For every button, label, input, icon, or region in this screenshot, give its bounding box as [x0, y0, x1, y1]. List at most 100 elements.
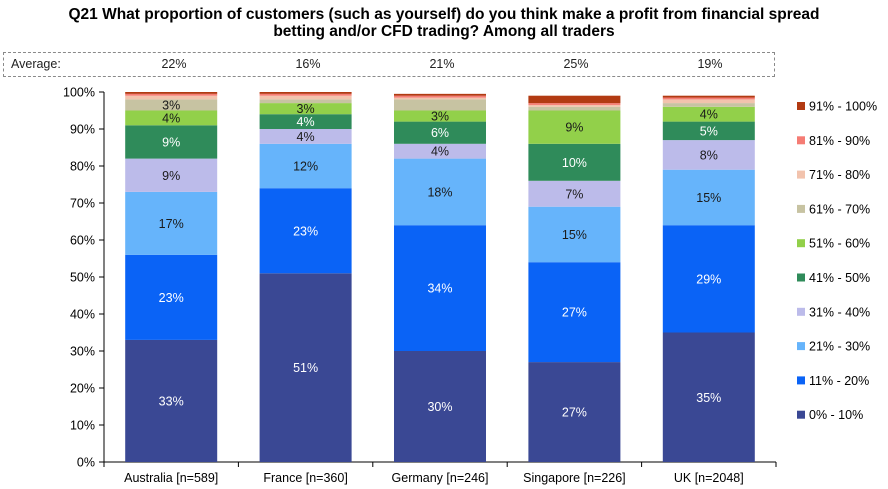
data-label: 23%: [293, 224, 318, 238]
legend-swatch: [797, 204, 805, 213]
bar-segment: [125, 191, 218, 255]
data-label: 10%: [562, 156, 587, 170]
data-label: 9%: [162, 169, 180, 183]
bar-segment: [394, 351, 486, 462]
bar-segment: [528, 362, 621, 462]
bar-segment: [394, 110, 486, 122]
bar-segment: [394, 121, 486, 144]
data-label: 9%: [565, 121, 583, 135]
bar-segment: [125, 339, 218, 462]
average-value-australia: 22%: [161, 57, 187, 71]
bar-segment: [528, 180, 621, 207]
bar-segment: [528, 262, 621, 363]
bar-segment: [528, 110, 621, 144]
legend-label: 61% - 70%: [809, 202, 870, 216]
y-tick-label: 90%: [70, 123, 95, 137]
data-label: 4%: [297, 115, 315, 129]
legend-swatch: [797, 102, 805, 110]
x-category-label: Australia [n=589]: [124, 471, 218, 485]
bar-segment: [125, 110, 218, 126]
bar-segment: [394, 95, 486, 98]
data-label: 12%: [293, 160, 318, 174]
bar-segment: [662, 106, 755, 122]
y-tick-label: 10%: [70, 419, 95, 433]
data-label: 27%: [562, 306, 587, 320]
bar-segment: [394, 225, 486, 351]
chart-title: Q21 What proportion of customers (such a…: [0, 6, 888, 40]
bar-segment: [259, 95, 352, 100]
bar-segment: [394, 99, 486, 111]
data-label: 33%: [159, 394, 184, 408]
bar-segment: [394, 158, 486, 226]
average-value-germany: 21%: [429, 57, 455, 71]
bar-segment: [662, 103, 755, 107]
bar-segment: [662, 225, 755, 333]
x-category-label: Singapore [n=226]: [523, 471, 626, 485]
bar-segment: [259, 114, 352, 129]
bar-segment: [662, 140, 755, 170]
bar-segment: [528, 104, 621, 107]
x-category-label: France [n=360]: [263, 471, 347, 485]
legend-label: 51% - 60%: [809, 237, 870, 251]
data-label: 3%: [162, 98, 180, 112]
data-label: 7%: [565, 187, 583, 201]
legend-swatch: [797, 273, 805, 282]
legend-label: 81% - 90%: [809, 134, 870, 148]
data-label: 4%: [162, 111, 180, 125]
data-label: 3%: [431, 110, 449, 124]
bar-segment: [125, 99, 218, 111]
data-label: 15%: [562, 228, 587, 242]
legend-swatch: [797, 376, 805, 385]
data-label: 8%: [700, 148, 718, 162]
data-label: 15%: [696, 191, 721, 205]
data-label: 3%: [297, 102, 315, 116]
legend-label: 11% - 20%: [809, 374, 869, 388]
bar-segment: [125, 254, 218, 340]
y-tick-label: 40%: [70, 308, 95, 322]
average-row: Average: 22% 16% 21% 25% 19%: [3, 52, 775, 77]
average-value-uk: 19%: [697, 57, 723, 71]
data-label: 18%: [427, 185, 452, 199]
bar-segment: [662, 95, 755, 98]
x-category-label: UK [n=2048]: [674, 471, 744, 485]
legend-label: 91% - 100%: [809, 100, 877, 114]
bar-segment: [394, 143, 486, 159]
bar-segment: [662, 99, 755, 104]
legend-label: 41% - 50%: [809, 271, 870, 285]
title-line-2: betting and/or CFD trading? Among all tr…: [273, 23, 615, 40]
bar-segment: [125, 158, 218, 192]
bar-segment: [259, 273, 352, 462]
y-tick-label: 100%: [63, 86, 95, 100]
bar-segment: [662, 121, 755, 141]
bar-segment: [259, 188, 352, 274]
bar-segment: [259, 129, 352, 144]
bar-segment: [528, 106, 621, 111]
bar-segment: [662, 332, 755, 462]
title-line-1: Q21 What proportion of customers (such a…: [68, 6, 820, 23]
bar-segment: [125, 125, 218, 159]
data-label: 6%: [431, 126, 449, 140]
y-tick-label: 0%: [77, 456, 95, 470]
legend-swatch: [797, 239, 805, 248]
average-value-france: 16%: [295, 57, 321, 71]
data-label: 17%: [159, 217, 184, 231]
legend-label: 0% - 10%: [809, 408, 863, 422]
bar-segment: [125, 95, 218, 100]
data-label: 51%: [293, 361, 318, 375]
bar-segment: [259, 103, 352, 115]
data-label: 4%: [297, 130, 315, 144]
legend-swatch: [797, 170, 805, 179]
data-label: 30%: [427, 400, 452, 414]
y-tick-label: 20%: [70, 382, 95, 396]
bar-segment: [259, 92, 352, 94]
bar-segment: [528, 206, 621, 263]
legend-swatch: [797, 410, 805, 419]
average-value-singapore: 25%: [563, 57, 589, 71]
data-label: 23%: [159, 291, 184, 305]
bar-segment: [125, 93, 218, 96]
bar-segment: [528, 143, 621, 181]
bar-segment: [259, 93, 352, 96]
bar-segment: [528, 103, 621, 105]
y-tick-label: 60%: [70, 234, 95, 248]
